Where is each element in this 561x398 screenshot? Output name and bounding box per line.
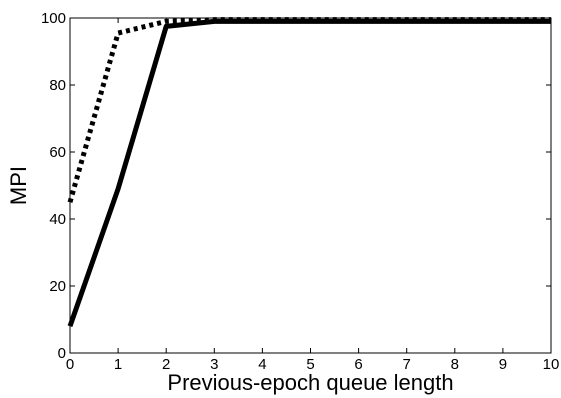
x-tick-label: 3	[210, 356, 218, 373]
series-line-solid	[67, 18, 551, 328]
x-tick-label: 6	[354, 356, 362, 373]
plot-frame	[69, 17, 552, 354]
x-tick-label: 5	[306, 356, 314, 373]
series-layer	[67, 17, 551, 328]
x-tick-label: 9	[499, 356, 507, 373]
x-axis-ticks: 0 1 2 3 4 5 6 7 8 9 10	[66, 18, 560, 373]
x-tick-label: 0	[66, 356, 74, 373]
y-tick-label: 60	[49, 144, 66, 161]
y-tick-label: 80	[49, 77, 66, 94]
y-tick-label: 0	[58, 345, 66, 362]
y-tick-label: 20	[49, 278, 66, 295]
y-axis-title: MPI	[6, 166, 31, 205]
x-tick-label: 7	[403, 356, 411, 373]
x-tick-label: 8	[451, 356, 459, 373]
x-tick-label: 2	[162, 356, 170, 373]
x-tick-label: 4	[258, 356, 266, 373]
x-tick-label: 1	[114, 356, 122, 373]
y-tick-label: 40	[49, 211, 66, 228]
y-axis-ticks: 0 20 40 60 80 100	[41, 10, 551, 362]
x-axis-title: Previous-epoch queue length	[167, 370, 453, 395]
y-tick-label: 100	[41, 10, 66, 27]
x-tick-label: 10	[543, 356, 560, 373]
